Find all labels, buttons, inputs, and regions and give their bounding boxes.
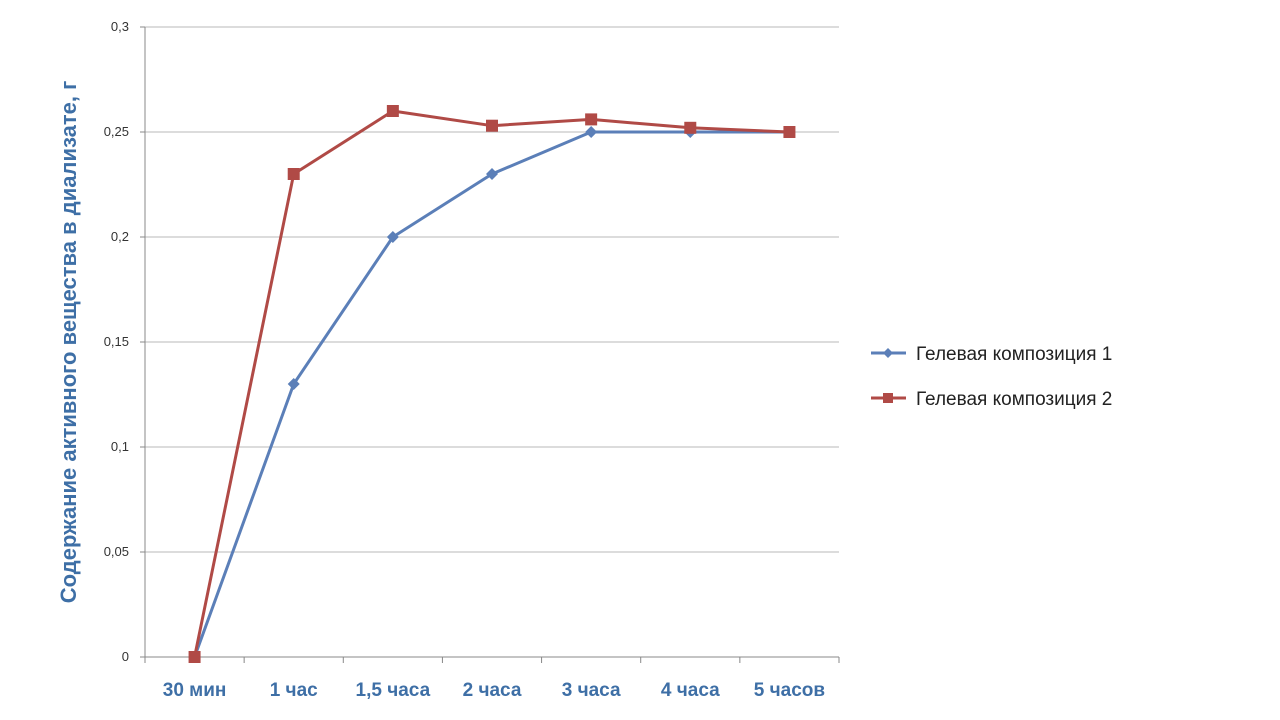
y-tick-label: 0,3 — [111, 19, 129, 34]
legend-label: Гелевая композиция 2 — [916, 389, 1112, 410]
x-tick-labels: 30 мин 1 час 1,5 часа 2 часа 3 часа 4 часа 5 ч… — [163, 680, 825, 701]
data-point — [287, 168, 300, 180]
data-point — [386, 105, 399, 117]
legend-entry: Гелевая композиция 2 — [871, 389, 1112, 410]
legend-label: Гелевая композиция 1 — [916, 344, 1112, 365]
series-1 — [188, 126, 796, 663]
data-point — [585, 113, 598, 126]
data-point — [287, 378, 300, 390]
y-tick-label: 0 — [122, 649, 129, 664]
data-point — [188, 651, 201, 663]
data-point — [585, 126, 598, 138]
y-tick-label: 0,1 — [111, 439, 129, 454]
data-point — [486, 168, 498, 180]
y-tick-label: 0,2 — [111, 229, 129, 244]
y-axis-label: Содержание активного вещества в диализат… — [56, 81, 81, 604]
y-tick-label: 0,15 — [104, 334, 129, 349]
series-2 — [188, 105, 796, 663]
legend: Гелевая композиция 1 Гелевая композиция 2 — [871, 344, 1112, 410]
legend-entry: Гелевая композиция 1 — [871, 344, 1112, 365]
y-tick-labels: 0 0,05 0,1 0,15 0,2 0,25 0,3 — [104, 19, 129, 664]
x-tick-label: 30 мин — [163, 680, 227, 701]
y-tick-label: 0,25 — [104, 124, 129, 139]
data-point — [486, 119, 498, 132]
axes — [144, 27, 840, 663]
series-line — [193, 130, 790, 658]
x-tick-label: 3 часа — [562, 680, 621, 701]
series-layer — [188, 105, 796, 663]
x-tick-label: 1,5 часа — [356, 680, 431, 701]
legend-marker — [883, 348, 893, 358]
x-tick-label: 5 часов — [754, 680, 825, 701]
x-tick-label: 1 час — [270, 680, 318, 701]
data-point — [386, 231, 399, 243]
legend-marker — [883, 393, 893, 403]
y-tick-label: 0,05 — [104, 544, 129, 559]
series-line — [193, 109, 790, 658]
x-tick-label: 2 часа — [463, 680, 522, 701]
data-point — [783, 126, 796, 138]
data-point — [684, 121, 697, 134]
x-tick-label: 4 часа — [661, 680, 720, 701]
